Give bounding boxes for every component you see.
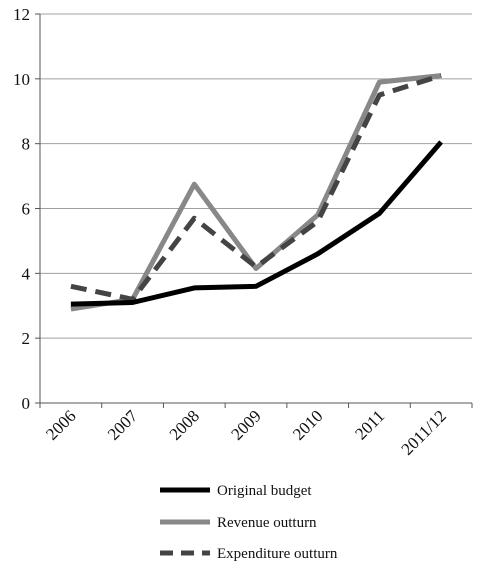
x-tick-label: 2009 (227, 406, 264, 443)
gridlines (40, 13, 472, 339)
y-tick-label: 4 (22, 264, 31, 283)
legend-label: Original budget (217, 483, 312, 499)
y-tick-label: 0 (22, 394, 31, 413)
legend-label: Revenue outturn (217, 515, 317, 531)
y-tick-label: 2 (22, 329, 31, 348)
axes: 0 2 4 6 8 10 12 2006 2007 2008 2009 2010 2011 2011/12 (13, 5, 473, 459)
x-tick-label: 2006 (42, 406, 79, 443)
y-tick-label: 10 (13, 70, 30, 89)
series-line-revenue-outturn (70, 73, 442, 312)
legend-label: Expenditure outturn (217, 546, 338, 562)
x-tick-label: 2007 (104, 406, 142, 444)
series-line-expenditure-outturn (70, 73, 442, 302)
legend: Original budget Revenue outturn Expenditur… (160, 483, 338, 562)
x-tick-label: 2010 (289, 406, 326, 443)
y-tick-label: 8 (22, 135, 31, 154)
series-line-original-budget (70, 140, 443, 307)
data-series (70, 73, 443, 312)
y-tick-label: 6 (22, 200, 31, 219)
y-tick-label: 12 (13, 5, 30, 24)
x-tick-label: 2011/12 (398, 406, 450, 458)
x-tick-label: 2008 (166, 406, 203, 443)
x-tick-label: 2011 (351, 406, 388, 443)
